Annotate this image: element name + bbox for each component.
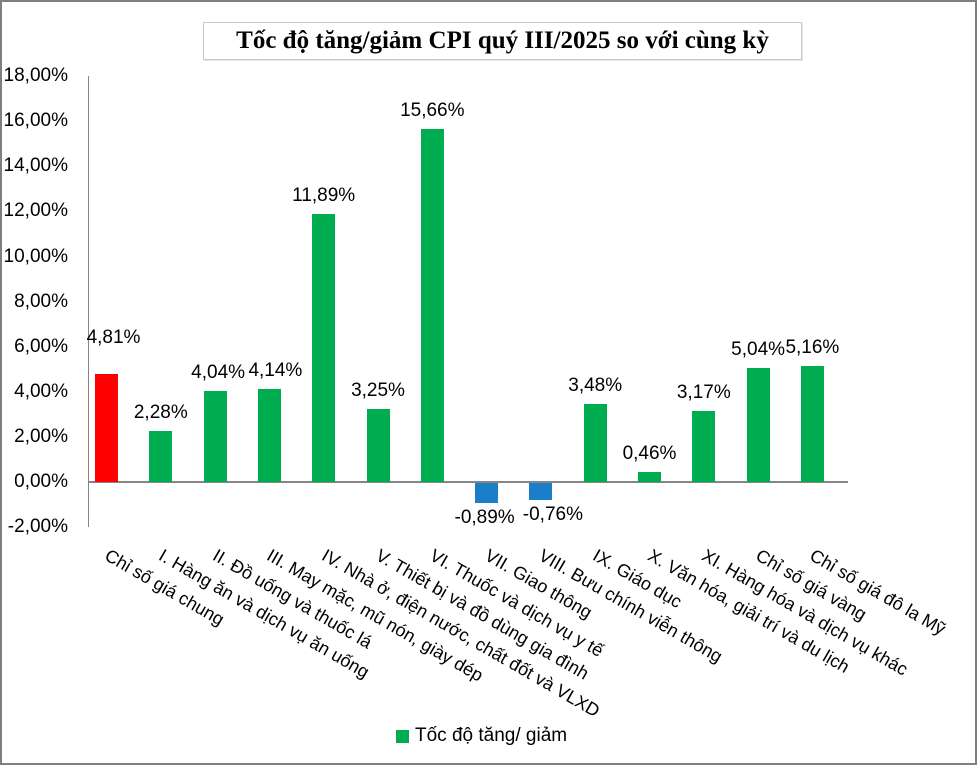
y-axis-tick-label: 8,00% (14, 290, 68, 312)
bar (746, 368, 770, 482)
bar-value-label: 4,81% (86, 326, 141, 348)
legend-label: Tốc độ tăng/ giảm (415, 725, 568, 746)
bar (529, 483, 553, 501)
bar (475, 483, 499, 504)
bar-value-label: -0,76% (522, 504, 583, 526)
bar (312, 213, 336, 482)
y-axis-tick-label: 4,00% (14, 380, 68, 402)
bar-value-label: 3,48% (568, 374, 623, 396)
bar-value-label: 3,17% (676, 381, 731, 403)
y-axis-line (88, 76, 89, 527)
x-axis-category-label: XI. Hàng hóa và dịch vụ khác (698, 545, 912, 680)
bar-value-label: 3,25% (351, 379, 405, 401)
bar (149, 430, 173, 482)
y-axis-tick-label: 14,00% (3, 155, 68, 177)
bar (366, 408, 390, 482)
bar-value-label: 0,46% (622, 442, 677, 464)
y-axis-tick-label: 2,00% (14, 425, 68, 447)
y-axis-tick-label: -2,00% (7, 516, 68, 538)
bar (638, 471, 661, 482)
y-axis-tick-label: 0,00% (14, 471, 68, 492)
bar (257, 388, 281, 482)
bar-value-label: 4,14% (248, 359, 303, 381)
legend: Tốc độ tăng/ giảm (396, 726, 567, 746)
bar-value-label: 11,89% (292, 184, 356, 206)
bar (583, 403, 607, 482)
chart-title: Tốc độ tăng/giảm CPI quý III/2025 so với… (203, 22, 802, 60)
y-axis-tick-label: 18,00% (3, 65, 68, 87)
bar (800, 365, 824, 482)
x-axis-line (88, 481, 848, 483)
bar (203, 390, 227, 482)
bar-value-label: 15,66% (400, 99, 465, 121)
bar (692, 410, 716, 482)
y-axis-tick-label: 16,00% (3, 110, 68, 132)
bar-value-label: -0,89% (454, 507, 515, 529)
y-axis-tick-label: 10,00% (3, 245, 68, 267)
bar-value-label: 5,04% (731, 339, 786, 361)
y-axis-tick-label: 6,00% (14, 335, 68, 357)
bar-value-label: 2,28% (133, 401, 188, 423)
bar (95, 373, 118, 482)
legend-swatch-icon (396, 729, 409, 743)
bar-value-label: 4,04% (191, 361, 246, 383)
y-axis-tick-label: 12,00% (3, 200, 68, 222)
bar (420, 128, 444, 482)
bar-value-label: 5,16% (785, 336, 840, 358)
